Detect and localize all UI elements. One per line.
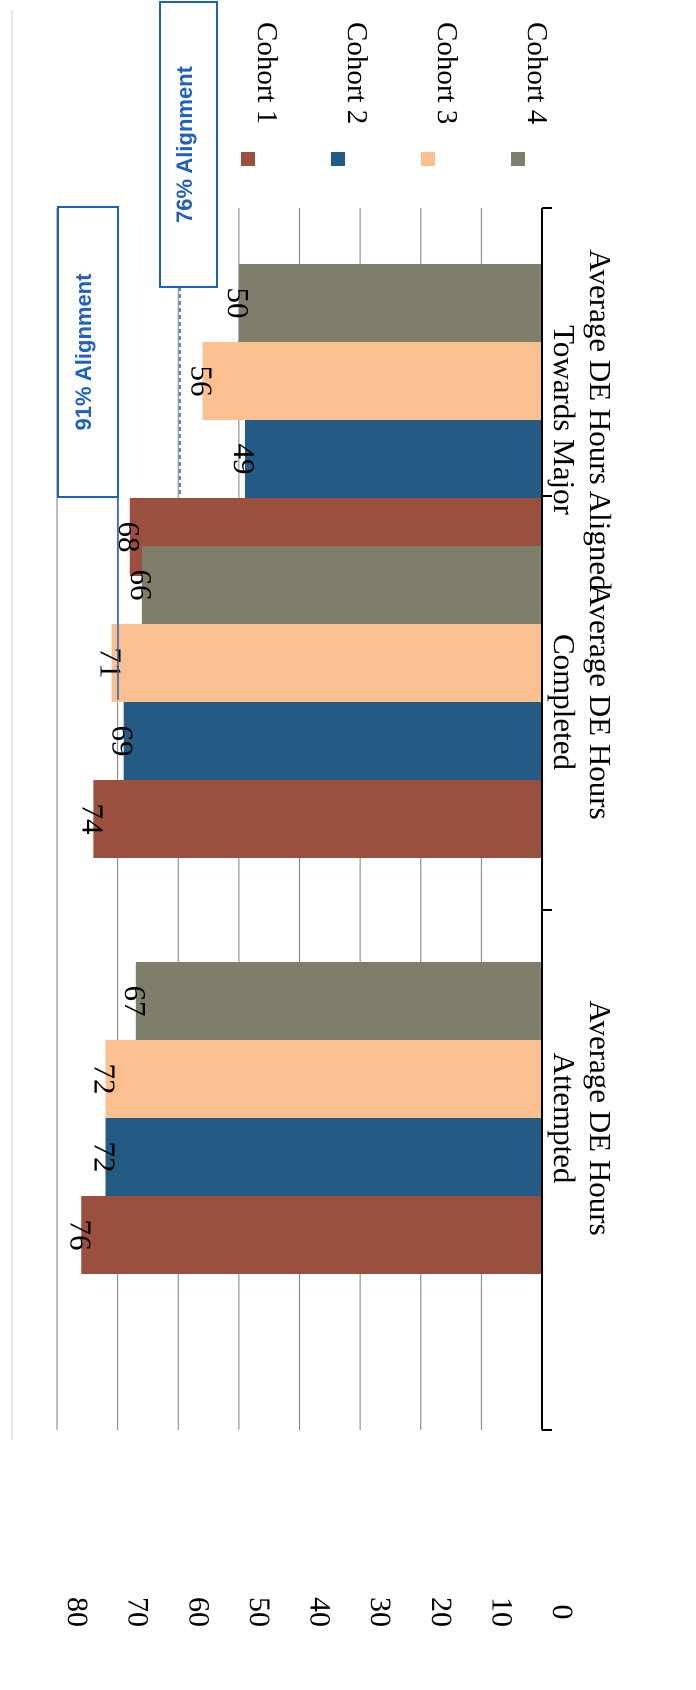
y-tick-label: 80 bbox=[61, 1597, 94, 1627]
bar-cohort-4 bbox=[136, 962, 542, 1040]
data-label: 68 bbox=[112, 522, 147, 553]
category-label: Attempted bbox=[547, 1053, 582, 1184]
alignment-callout-label: 91% Alignment bbox=[71, 273, 96, 431]
category-label: Average DE Hours Aligned bbox=[583, 249, 618, 591]
data-label: 71 bbox=[94, 648, 129, 679]
bar-cohort-3 bbox=[106, 1040, 543, 1118]
bar-cohort-2 bbox=[245, 420, 542, 498]
category-label: Average DE Hours bbox=[583, 1000, 618, 1235]
legend-label: Cohort 3 bbox=[431, 22, 463, 124]
y-tick-label: 0 bbox=[546, 1605, 579, 1620]
data-label: 69 bbox=[106, 726, 141, 757]
bar-cohort-1 bbox=[93, 780, 542, 858]
y-tick-label: 30 bbox=[364, 1597, 397, 1627]
alignment-callout-label: 76% Alignment bbox=[172, 65, 197, 223]
category-label: Completed bbox=[547, 634, 582, 771]
data-label: 67 bbox=[118, 986, 153, 1017]
data-label: 50 bbox=[221, 288, 256, 319]
data-label: 74 bbox=[75, 804, 110, 836]
y-tick-label: 20 bbox=[425, 1597, 458, 1627]
legend-label: Cohort 4 bbox=[521, 22, 553, 125]
legend-swatch bbox=[421, 152, 435, 166]
category-label: Average DE Hours bbox=[583, 584, 618, 819]
legend-swatch bbox=[511, 152, 525, 166]
category-label: Towards Major bbox=[547, 325, 582, 515]
y-tick-label: 40 bbox=[304, 1597, 337, 1627]
y-tick-label: 60 bbox=[182, 1597, 215, 1627]
bar-cohort-3 bbox=[203, 342, 543, 420]
y-tick-label: 10 bbox=[485, 1597, 518, 1627]
y-tick-label: 70 bbox=[122, 1597, 155, 1627]
data-label: 72 bbox=[88, 1064, 123, 1095]
legend-label: Cohort 1 bbox=[251, 22, 283, 124]
bar-cohort-4 bbox=[239, 264, 542, 342]
data-label: 76 bbox=[63, 1220, 98, 1251]
bar-cohort-1 bbox=[81, 1196, 542, 1274]
bars bbox=[81, 264, 542, 1274]
legend-swatch bbox=[331, 152, 345, 166]
y-tick-label: 50 bbox=[243, 1597, 276, 1627]
data-label: 72 bbox=[88, 1142, 123, 1173]
legend: Cohort 1 Cohort 2 Cohort 3 Cohort 4 bbox=[241, 22, 553, 166]
legend-label: Cohort 2 bbox=[341, 22, 373, 124]
legend-swatch bbox=[241, 152, 255, 166]
bar-cohort-3 bbox=[112, 624, 542, 702]
data-label: 66 bbox=[124, 570, 159, 601]
bar-cohort-2 bbox=[124, 702, 542, 780]
bar-cohort-4 bbox=[142, 546, 542, 624]
bar-cohort-2 bbox=[106, 1118, 543, 1196]
data-label: 49 bbox=[227, 444, 262, 475]
data-label: 56 bbox=[185, 366, 220, 397]
